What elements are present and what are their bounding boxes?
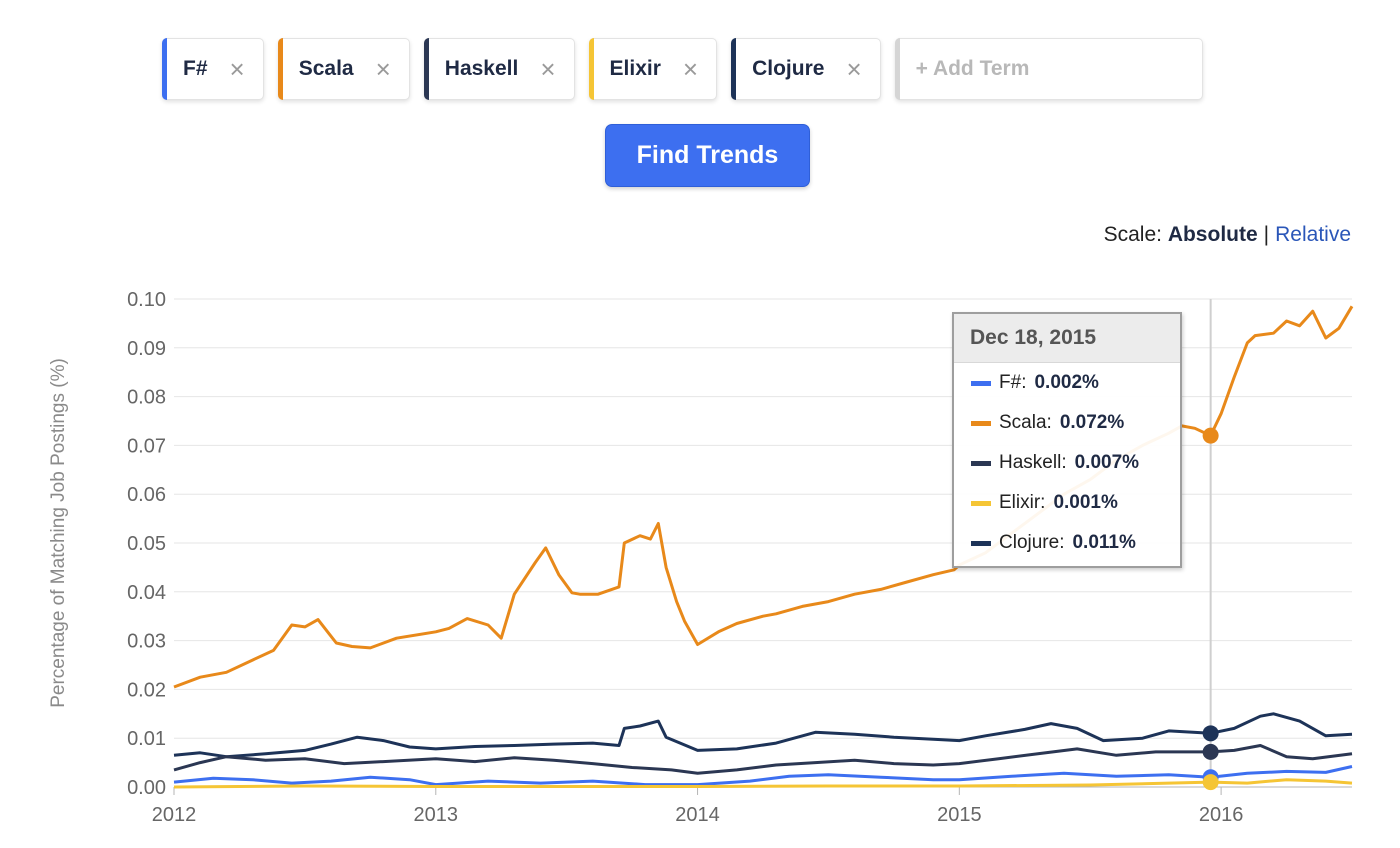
term-label: Haskell [444,57,519,80]
find-trends-button[interactable]: Find Trends [605,124,810,187]
hover-markers [1202,427,1219,791]
term-chip-scala[interactable]: Scala × [277,38,410,100]
x-tick-label: 2013 [414,804,459,826]
scale-separator: | [1263,223,1270,246]
x-tick-label: 2012 [152,804,197,826]
tooltip-series-value: 0.011% [1072,532,1136,553]
term-chip-elixir[interactable]: Elixir × [588,38,718,100]
term-chip-clojure[interactable]: Clojure × [731,38,881,100]
term-color-bar [731,38,737,100]
y-tick-label: 0.05 [127,533,166,555]
term-color-bar [162,38,167,100]
tooltip-swatch [971,420,991,426]
term-color-bar [588,38,594,100]
remove-term-icon[interactable]: × [229,54,245,84]
tooltip-series-value: 0.072% [1059,412,1125,433]
y-tick-label: 0.08 [127,387,166,409]
term-color-bar [423,38,429,100]
scale-toggle: Scale: Absolute | Relative [1104,223,1351,247]
tooltip-series-name: Haskell [999,452,1062,473]
tooltip-series-name: F# [999,372,1022,393]
tooltip-series-value: 0.002% [1034,372,1099,393]
hover-marker-clojure [1202,725,1219,742]
add-term-color-bar [894,38,900,100]
term-chip-haskell[interactable]: Haskell × [423,38,575,100]
y-tick-label: 0.06 [127,484,166,506]
y-axis-ticks: 0.00 0.01 0.02 0.03 0.04 0.05 0.06 0.07 0.08 0.09… [127,289,166,799]
tooltip-row-clojure: Clojure: 0.011% [954,523,1180,563]
tooltip-series-name: Clojure [999,532,1060,553]
hover-marker-scala [1202,427,1219,444]
tooltip-series-value: 0.001% [1053,492,1118,513]
series-line-haskell [173,744,1353,775]
y-tick-label: 0.04 [127,582,166,604]
hover-marker-haskell [1202,743,1219,760]
y-tick-label: 0.03 [127,631,166,653]
add-term-field [894,38,1203,100]
tooltip-row-scala: Scala: 0.072% [954,403,1180,443]
add-term-input[interactable] [895,39,1202,99]
term-label: Elixir [609,57,661,80]
x-tick-label: 2016 [1199,804,1244,826]
search-terms: F# × Scala × Haskell × Elixir × Clojure … [162,38,1203,100]
tooltip-row-fsharp: F#: 0.002% [954,363,1180,403]
y-tick-label: 0.01 [127,728,166,750]
series-line-clojure [173,712,1353,759]
term-chip-fsharp[interactable]: F# × [162,38,264,100]
tooltip-series-name: Scala [999,412,1047,433]
scale-option-relative[interactable]: Relative [1275,223,1351,246]
tooltip-series-name: Elixir [999,492,1041,513]
y-tick-label: 0.09 [127,338,166,360]
y-tick-label: 0.10 [127,289,166,311]
remove-term-icon[interactable]: × [540,54,556,84]
hover-tooltip: Dec 18, 2015 F#: 0.002% Scala: 0.072% Ha… [952,312,1182,568]
remove-term-icon[interactable]: × [682,54,699,84]
y-tick-label: 0.02 [127,679,166,701]
y-tick-label: 0.07 [127,435,166,457]
tooltip-swatch [971,380,991,386]
remove-term-icon[interactable]: × [846,54,862,84]
term-label: F# [183,57,208,80]
tooltip-row-haskell: Haskell: 0.007% [954,443,1180,483]
tooltip-swatch [971,460,991,466]
x-axis-ticks: 2012 2013 2014 2015 2016 [152,787,1244,826]
tooltip-swatch [971,540,991,546]
scale-option-absolute[interactable]: Absolute [1167,223,1258,246]
remove-term-icon[interactable]: × [375,54,391,84]
series-line-elixir [173,778,1353,789]
series-lines [173,305,1354,789]
term-label: Scala [298,57,354,80]
term-label: Clojure [752,57,825,80]
y-axis-label: Percentage of Matching Job Postings (%) [48,358,69,708]
tooltip-row-elixir: Elixir: 0.001% [954,483,1180,523]
term-color-bar [277,38,283,100]
x-tick-label: 2014 [675,804,720,826]
x-tick-label: 2015 [937,804,982,826]
tooltip-swatch [971,500,991,506]
series-line-fsharp [173,765,1353,787]
hover-marker-elixir [1202,774,1219,791]
tooltip-date: Dec 18, 2015 [954,314,1180,363]
y-tick-label: 0.00 [127,777,166,799]
tooltip-series-value: 0.007% [1074,452,1140,473]
trend-chart[interactable]: Percentage of Matching Job Postings (%) … [0,270,1400,848]
scale-label: Scale: [1103,223,1162,246]
